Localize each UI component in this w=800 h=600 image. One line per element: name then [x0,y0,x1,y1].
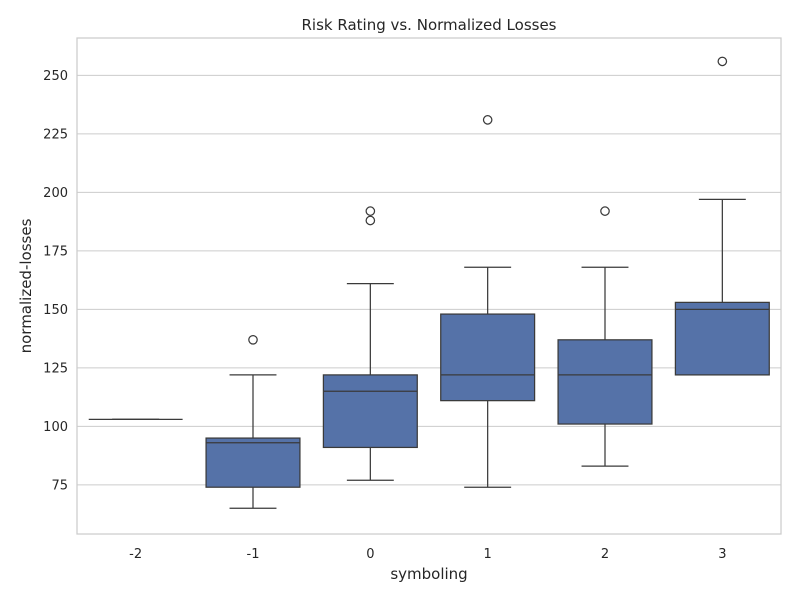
x-tick-label: 1 [484,547,492,562]
y-tick-label: 100 [43,420,68,435]
outlier-point [600,206,610,216]
y-tick-label: 225 [43,127,68,142]
box-group [557,206,653,467]
box-group [440,115,536,488]
y-tick-label: 250 [43,69,68,84]
boxes [88,56,770,509]
outlier-point [365,215,376,226]
plot-frame [76,37,782,535]
box-group [674,56,770,376]
x-tick-label: 0 [366,547,374,562]
y-axis-label: normalized-losses [17,218,35,353]
y-tick-label: 75 [51,478,68,493]
grid-lines [77,74,781,486]
x-tick-label: 3 [718,547,726,562]
chart-title: Risk Rating vs. Normalized Losses [302,16,557,34]
box-group [205,334,301,509]
iqr-box [440,313,536,402]
x-tick-label: -1 [247,547,260,562]
outlier-point [365,206,376,216]
y-tick-label: 125 [43,361,68,376]
iqr-box [205,437,301,488]
y-tick-label: 150 [43,303,68,318]
iqr-box [557,339,653,425]
iqr-box [674,301,770,376]
x-tick-labels: -2 -1 0 1 2 3 [129,547,726,562]
y-tick-labels: 75 100 125 150 175 200 225 250 [43,69,68,493]
outlier-point [248,334,258,345]
outlier-point [717,56,728,67]
iqr-box [322,374,418,449]
outlier-point [482,115,493,125]
box-group [322,206,418,481]
x-axis-label: symboling [390,565,467,583]
x-tick-label: 2 [601,547,609,562]
x-tick-label: -2 [129,547,142,562]
y-tick-label: 200 [43,186,68,201]
y-tick-label: 175 [43,244,68,259]
